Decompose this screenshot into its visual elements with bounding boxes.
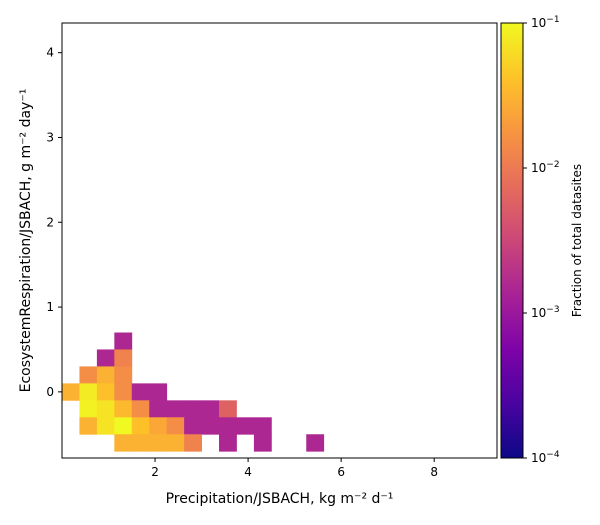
heatmap-cell [114,332,133,350]
heatmap-cell [96,349,115,367]
heatmap-cell [184,400,202,418]
x-tick-label: 6 [337,465,345,479]
heatmap-cell [79,383,98,401]
heatmap-cell [219,434,237,452]
heatmap-cell [201,400,220,418]
heatmap-cell [114,349,133,367]
colorbar-tick-label: 10−3 [531,305,560,320]
heatmap-cell [96,366,115,384]
x-tick-label: 4 [244,465,252,479]
heatmap-cell [114,417,133,435]
x-axis-ticks: 2 4 6 8 [151,458,438,479]
colorbar-tick-label: 10−2 [531,160,560,175]
heatmap-cell [236,417,255,435]
x-axis-label: Precipitation/JSBACH, kg m⁻² d⁻¹ [166,491,394,507]
y-tick-label: 2 [46,215,54,229]
heatmap-cell [166,400,185,418]
heatmap-cell [96,400,115,418]
heatmap-cell [131,417,150,435]
colorbar-tick-label: 10−1 [531,15,560,30]
y-tick-label: 4 [46,46,54,60]
heatmap-cell [79,400,98,418]
heatmap-cell [131,383,150,401]
heatmap-cell [166,434,185,452]
heatmap-cell [114,400,133,418]
heatmap-cell [62,383,80,401]
x-tick-label: 2 [151,465,159,479]
heatmap-cell [184,417,202,435]
heatmap-cell [79,366,98,384]
heatmap-cell [79,417,98,435]
heatmap-cell [201,417,220,435]
y-tick-label: 0 [46,385,54,399]
heatmap-cell [253,434,272,452]
y-axis-ticks: 0 1 2 3 4 [46,46,62,399]
colorbar-ticks: 10−4 10−3 10−2 10−1 [523,15,560,465]
heatmap-cell [114,383,133,401]
heatmap-cell [114,366,133,384]
heatmap-cell [219,417,237,435]
y-tick-label: 1 [46,300,54,314]
heatmap-cell [131,400,150,418]
x-tick-label: 8 [430,465,438,479]
heatmap-cell [149,434,168,452]
heatmap-cells [62,332,325,452]
heatmap-cell [149,400,168,418]
colorbar [500,22,524,459]
heatmap-cell [253,417,272,435]
y-axis-label: EcosystemRespiration/JSBACH, g m⁻² day⁻¹ [18,89,34,393]
heatmap-cell [184,434,202,452]
heatmap-cell [219,400,237,418]
plot-frame [61,22,498,459]
heatmap-cell [306,434,325,452]
heatmap-cell [114,434,133,452]
heatmap-cell [166,417,185,435]
heatmap-cell [149,417,168,435]
heatmap-cell [149,383,168,401]
y-tick-label: 3 [46,130,54,144]
heatmap-cell [131,434,150,452]
colorbar-tick-label: 10−4 [531,450,560,465]
colorbar-label: Fraction of total datasites [570,164,584,317]
heatmap-cell [96,383,115,401]
heatmap-cell [96,417,115,435]
